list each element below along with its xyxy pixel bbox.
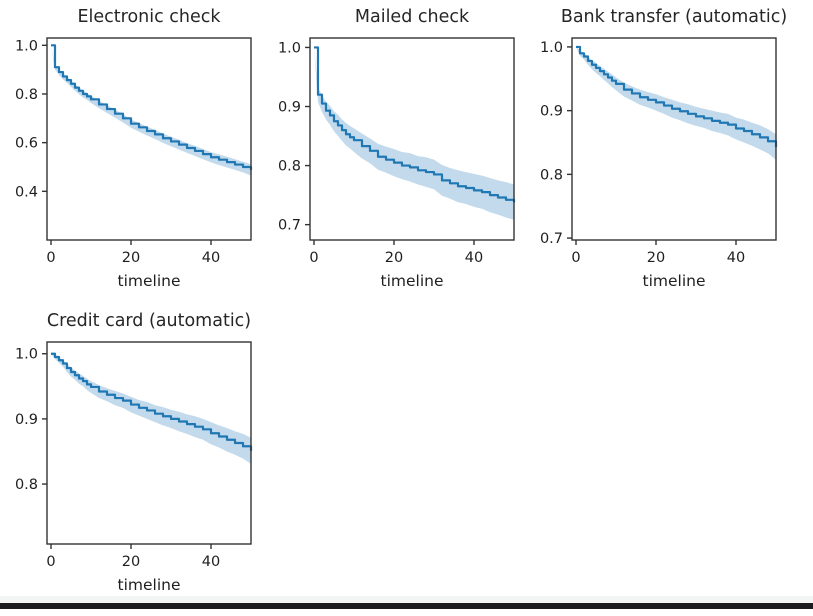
confidence-band bbox=[51, 353, 251, 464]
chart-title-bank-transfer: Bank transfer (automatic) bbox=[560, 7, 788, 27]
axes-frame bbox=[571, 37, 777, 241]
y-tick-label: 1.0 bbox=[278, 40, 301, 56]
y-tick-label: 0.8 bbox=[278, 159, 301, 175]
y-tick-label: 0.8 bbox=[540, 167, 563, 183]
axes-frame bbox=[309, 37, 515, 241]
x-tick-label: 0 bbox=[46, 250, 55, 266]
km-plot-1: 0 20 40 1.0 0.9 0.8 0.7 bbox=[278, 37, 516, 266]
y-tick-label: 0.9 bbox=[15, 412, 38, 428]
x-axis-label-electronic-check: timeline bbox=[117, 272, 181, 290]
y-tick-label: 0.6 bbox=[15, 136, 38, 152]
y-tick-label: 1.0 bbox=[540, 40, 563, 56]
survival-curve bbox=[51, 352, 253, 451]
y-tick-label: 0.9 bbox=[278, 100, 301, 116]
x-tick-label: 0 bbox=[46, 554, 55, 570]
confidence-band bbox=[576, 46, 776, 160]
video-scrubber-bar[interactable] bbox=[0, 603, 813, 609]
y-tick-label: 0.7 bbox=[278, 218, 301, 234]
y-tick-label: 0.8 bbox=[15, 477, 38, 493]
confidence-band bbox=[51, 45, 251, 176]
km-plot-3: 0 20 40 1.0 0.9 0.8 bbox=[15, 341, 253, 570]
y-tick-label: 0.7 bbox=[540, 231, 563, 247]
y-tick-label: 0.8 bbox=[15, 87, 38, 103]
km-plot-0: 0 20 40 1.0 0.8 0.6 0.4 bbox=[15, 37, 253, 266]
km-plot-2: 0 20 40 1.0 0.9 0.8 0.7 bbox=[540, 37, 778, 266]
x-tick-label: 40 bbox=[202, 250, 220, 266]
survival-curve bbox=[51, 44, 253, 170]
survival-curve bbox=[314, 46, 516, 203]
x-tick-label: 20 bbox=[122, 250, 140, 266]
x-tick-label: 40 bbox=[202, 554, 220, 570]
y-tick-label: 0.4 bbox=[15, 184, 38, 200]
x-axis-label-credit-card: timeline bbox=[117, 576, 181, 594]
bottom-gradient-strip bbox=[0, 596, 813, 603]
confidence-band bbox=[314, 47, 514, 220]
x-tick-label: 0 bbox=[571, 250, 580, 266]
x-tick-label: 0 bbox=[309, 250, 318, 266]
x-tick-label: 40 bbox=[727, 250, 745, 266]
x-tick-label: 40 bbox=[465, 250, 483, 266]
x-tick-label: 20 bbox=[385, 250, 403, 266]
y-tick-label: 1.0 bbox=[15, 38, 38, 54]
chart-title-mailed-check: Mailed check bbox=[354, 7, 470, 27]
chart-title-electronic-check: Electronic check bbox=[77, 7, 221, 27]
x-tick-label: 20 bbox=[122, 554, 140, 570]
survival-curve bbox=[576, 45, 778, 147]
y-tick-label: 1.0 bbox=[15, 347, 38, 363]
x-axis-label-mailed-check: timeline bbox=[380, 272, 444, 290]
y-tick-label: 0.9 bbox=[540, 104, 563, 120]
x-axis-label-bank-transfer: timeline bbox=[642, 272, 706, 290]
x-tick-label: 20 bbox=[647, 250, 665, 266]
axes-frame bbox=[46, 341, 252, 545]
chart-title-credit-card: Credit card (automatic) bbox=[46, 311, 252, 331]
axes-frame bbox=[46, 37, 252, 241]
